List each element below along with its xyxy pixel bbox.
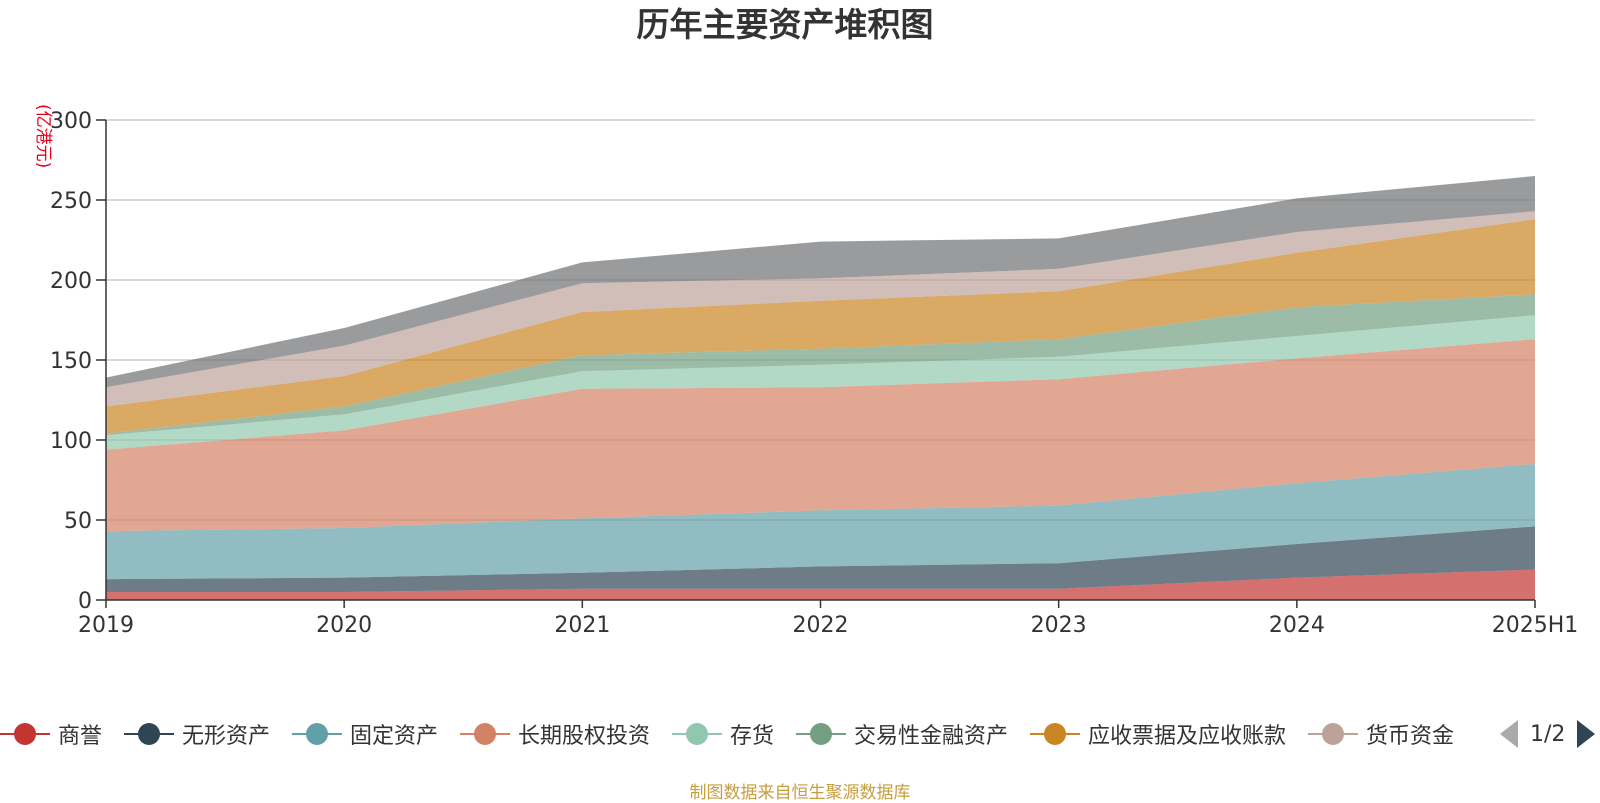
area-无形资产 (106, 526, 1535, 592)
area-货币资金 (106, 211, 1535, 407)
area-长期股权投资 (106, 339, 1535, 532)
y-tick-label: 0 (78, 589, 92, 614)
legend-marker-icon (460, 722, 510, 746)
area-series (106, 176, 1535, 600)
legend-label: 交易性金融资产 (854, 724, 1009, 749)
area-存货 (106, 315, 1535, 450)
legend-item[interactable]: 交易性金融资产 (796, 716, 1008, 752)
legend-label: 商誉 (58, 724, 103, 749)
legend-label: 长期股权投资 (518, 724, 651, 749)
legend-label: 固定资产 (350, 724, 439, 749)
area-chart: 历年主要资产堆积图 (亿港元) 0 50 100 150 200 250 300 2019 20… (33, 5, 1578, 638)
legend-item[interactable]: 应收票据及应收账款 (1030, 716, 1286, 752)
legend-marker-icon (1030, 722, 1080, 746)
legend: 商誉 无形资产 固定资产 长期股权投资 存货 交易性金融资产 应收票据及应收账款 货币资金 1… (0, 716, 1600, 752)
legend-items: 商誉 无形资产 固定资产 长期股权投资 存货 交易性金融资产 应收票据及应收账款 货币资金 (0, 716, 1480, 752)
x-tick-label: 2024 (1269, 613, 1325, 638)
legend-marker-icon (124, 722, 174, 746)
legend-prev-page-icon[interactable] (1500, 720, 1518, 748)
legend-item[interactable]: 货币资金 (1308, 716, 1454, 752)
chart-title: 历年主要资产堆积图 (637, 5, 934, 44)
x-tick-label: 2020 (316, 613, 372, 638)
area-固定资产 (106, 464, 1535, 580)
x-tick-label: 2023 (1031, 613, 1087, 638)
legend-label: 货币资金 (1366, 724, 1455, 749)
legend-marker-icon (796, 722, 846, 746)
y-axis-label: (亿港元) (33, 104, 53, 168)
legend-label: 存货 (730, 724, 775, 749)
tick-labels: 0 50 100 150 200 250 300 2019 2020 2021 2022 2023 20… (50, 109, 1578, 638)
legend-item[interactable]: 存货 (672, 716, 774, 752)
legend-item[interactable]: 固定资产 (292, 716, 438, 752)
y-tick-label: 50 (64, 509, 92, 534)
legend-marker-icon (672, 722, 722, 746)
data-source-note: 制图数据来自恒生聚源数据库 (689, 783, 911, 803)
y-tick-label: 250 (50, 189, 92, 214)
legend-next-page-icon[interactable] (1577, 720, 1596, 748)
y-tick-label: 200 (50, 269, 92, 294)
legend-item[interactable]: 长期股权投资 (460, 716, 650, 752)
x-tick-label: 2019 (78, 613, 134, 638)
area-交易性金融资产 (106, 294, 1535, 436)
area-其他 (106, 176, 1535, 388)
legend-label: 无形资产 (182, 724, 271, 749)
legend-marker-icon (0, 722, 50, 746)
area-商誉 (106, 569, 1535, 600)
legend-label: 应收票据及应收账款 (1088, 724, 1287, 749)
legend-marker-icon (292, 722, 342, 746)
y-tick-label: 300 (50, 109, 92, 134)
x-tick-label: 2021 (554, 613, 610, 638)
area-应收票据及应收账款 (106, 219, 1535, 434)
legend-item[interactable]: 商誉 (0, 716, 102, 752)
legend-page-indicator: 1/2 (1530, 721, 1566, 747)
y-tick-label: 100 (50, 429, 92, 454)
y-tick-label: 150 (50, 349, 92, 374)
legend-marker-icon (1308, 722, 1358, 746)
legend-item[interactable]: 无形资产 (124, 716, 270, 752)
x-tick-label: 2022 (793, 613, 849, 638)
x-tick-label: 2025H1 (1492, 613, 1579, 638)
legend-pager: 1/2 (1500, 716, 1596, 752)
